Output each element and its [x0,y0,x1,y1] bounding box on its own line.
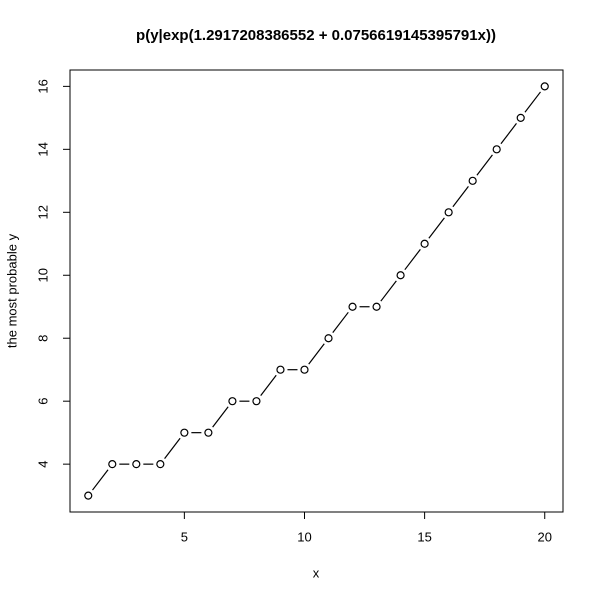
x-tick-label: 15 [417,529,431,544]
y-tick-label: 10 [35,268,50,282]
data-point [444,208,453,217]
line-segment [332,311,349,334]
data-point [372,302,381,311]
line-segment [428,217,445,239]
data-point [300,365,309,374]
data-point [348,302,357,311]
data-point [132,460,141,469]
line-segment [380,280,397,302]
line-segment [500,123,517,145]
data-point [420,239,429,248]
data-point [396,271,405,280]
line-segment [452,186,469,208]
line-segment [524,91,541,113]
x-tick-label: 5 [181,529,188,544]
data-point [276,365,285,374]
data-point [156,460,165,469]
x-tick-label: 20 [538,529,552,544]
x-axis-label: x [313,565,320,580]
line-segment [404,248,421,271]
x-tick-label: 10 [297,529,311,544]
data-point [492,145,501,154]
line-segment [164,437,181,459]
data-point [84,491,93,500]
y-tick-label: 14 [35,142,50,156]
data-point [540,82,549,91]
y-axis-label: the most probable y [4,233,19,348]
data-point [228,397,237,406]
data-point [180,428,189,437]
data-point [516,113,525,122]
y-tick-label: 8 [35,335,50,342]
line-segment [92,469,109,491]
y-tick-label: 6 [35,398,50,405]
line-segment [308,343,325,365]
line-segment [212,406,229,428]
y-tick-label: 12 [35,205,50,219]
data-point [252,397,261,406]
plot-box [69,69,564,513]
data-point [324,334,333,343]
y-tick-label: 4 [35,461,50,468]
data-point [108,460,117,469]
y-tick-label: 16 [35,79,50,93]
chart-title: p(y|exp(1.2917208386552 + 0.075661914539… [136,27,496,44]
line-segment [476,154,493,176]
data-point [204,428,213,437]
data-point [468,176,477,185]
line-segment [260,374,277,396]
